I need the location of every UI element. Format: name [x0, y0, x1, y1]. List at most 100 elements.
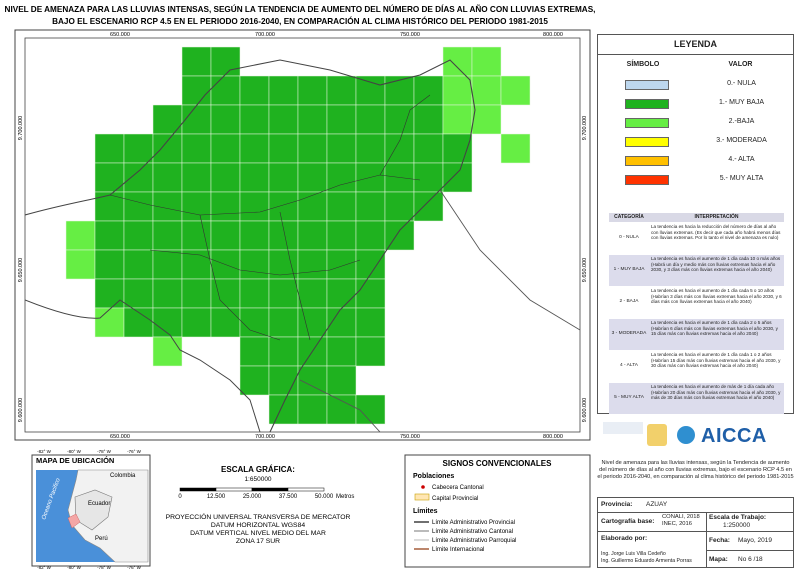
- legend-swatch: [625, 118, 669, 128]
- grid-cell: [123, 133, 154, 164]
- grid-cell: [123, 220, 154, 251]
- scale-segment: [215, 487, 253, 492]
- table-header: CATEGORÍA: [614, 214, 644, 220]
- legend-swatch: [625, 99, 669, 109]
- category-cell: 1 - MUY BAJA: [613, 267, 645, 272]
- capital-symbol: [414, 493, 430, 501]
- grid-cell: [181, 46, 212, 77]
- grid-cell: [326, 104, 357, 135]
- y-coordinate: 9.600.000: [18, 398, 24, 422]
- interpretation-cell: La tendencia es hacia la reducción del n…: [651, 224, 781, 241]
- logos: AICCA: [597, 416, 794, 458]
- signs-heading: Poblaciones: [413, 473, 454, 480]
- grid-cell: [152, 162, 183, 193]
- grid-cell: [384, 191, 415, 222]
- scale-tick: 37.500: [279, 494, 298, 500]
- grid-cell: [297, 133, 328, 164]
- grid-cell: [413, 75, 444, 106]
- grid-cell: [355, 220, 386, 251]
- table-row: 5 - MUY ALTA La tendencia es hacia el aum…: [609, 383, 784, 414]
- sign-label: Límite Administrativo Cantonal: [432, 529, 513, 535]
- scale-tick: 12.500: [207, 494, 226, 500]
- location-coordinate: -76° W: [127, 565, 142, 570]
- legend-swatch: [625, 80, 669, 90]
- grid-cell: [500, 75, 531, 106]
- legend-panel: LEYENDA SÍMBOLO VALOR 0.- NULA 1.- MUY BA…: [597, 34, 794, 414]
- info-label: Provincia:: [601, 501, 633, 508]
- grid-cell: [239, 133, 270, 164]
- grid-cell: [210, 104, 241, 135]
- grid-cell: [239, 336, 270, 367]
- grid-cell: [268, 191, 299, 222]
- table-row: 3 - MODERADA La tendencia es hacia el aum…: [609, 319, 784, 350]
- legend-label: 3.- MODERADA: [716, 137, 767, 144]
- legend-header: SÍMBOLO: [626, 61, 660, 68]
- info-label: Mapa:: [709, 556, 728, 563]
- legend-label: 2.-BAJA: [728, 118, 755, 125]
- grid-cell: [210, 46, 241, 77]
- y-coordinate: 9.650.000: [582, 258, 588, 282]
- info-value: Ing. Guillermo Eduardo Armenta Porras: [601, 558, 692, 564]
- legend-swatch: [625, 137, 669, 147]
- title-line: BAJO EL ESCENARIO RCP 4.5 EN EL PERIODO …: [52, 15, 548, 26]
- info-label: Elaborado por:: [601, 535, 648, 542]
- grid-cell: [268, 278, 299, 309]
- grid-cell: [297, 104, 328, 135]
- scale-unit: Metros: [336, 494, 354, 500]
- grid-cell: [94, 307, 125, 338]
- location-coordinate: -78° W: [97, 565, 112, 570]
- grid-cell: [268, 336, 299, 367]
- legend-header: VALOR: [728, 61, 753, 68]
- grid-cell: [384, 133, 415, 164]
- category-cell: 2 - BAJA: [619, 299, 639, 304]
- legend-swatch: [625, 156, 669, 166]
- grid-cell: [384, 75, 415, 106]
- grid-cell: [326, 365, 357, 396]
- country-label: Perú: [95, 536, 108, 542]
- y-coordinate: 9.700.000: [18, 116, 24, 140]
- grid-cell: [326, 220, 357, 251]
- location-coordinate: -78° W: [97, 449, 112, 454]
- grid-cell: [123, 191, 154, 222]
- grid-cell: [268, 104, 299, 135]
- grid-cell: [181, 278, 212, 309]
- signs-heading: Límites: [413, 508, 438, 515]
- grid-cell: [94, 133, 125, 164]
- grid-cell: [123, 162, 154, 193]
- category-cell: 4 - ALTA: [620, 363, 638, 368]
- location-coordinate: -80° W: [67, 565, 82, 570]
- sign-label: Capital Provincial: [432, 496, 478, 502]
- grid-cell: [268, 394, 299, 425]
- grid-cell: [326, 133, 357, 164]
- projection-line: DATUM HORIZONTAL WGS84: [211, 522, 305, 529]
- grid-cell: [268, 133, 299, 164]
- table-row: 2 - BAJA La tendencia es hacia el aumento…: [609, 287, 784, 318]
- grid-cell: [239, 104, 270, 135]
- map-coordinates: 650.000 650.000 700.000 700.000 750.000 750.0…: [18, 32, 588, 440]
- grid-cell: [268, 220, 299, 251]
- grid-cell: [239, 191, 270, 222]
- x-coordinate: 700.000: [255, 434, 275, 440]
- info-value: INEC, 2016: [662, 521, 692, 527]
- grid-cell: [239, 162, 270, 193]
- grid-cell: [210, 191, 241, 222]
- x-coordinate: 750.000: [400, 32, 420, 38]
- separator: [598, 512, 793, 513]
- logo-placeholder: [603, 422, 643, 434]
- grid-cell: [355, 336, 386, 367]
- interpretation-cell: La tendencia es hacia el aumento de más …: [651, 384, 781, 401]
- grid-cell: [210, 133, 241, 164]
- table-row: 1 - MUY BAJA La tendencia es hacia el aum…: [609, 255, 784, 286]
- legend-swatch: [625, 175, 669, 185]
- grid-cell: [355, 394, 386, 425]
- x-coordinate: 800.000: [543, 32, 563, 38]
- description: Nivel de amenaza para las lluvias intens…: [597, 460, 794, 480]
- grid-cell: [65, 220, 96, 251]
- grid-cell: [297, 75, 328, 106]
- legend-label: 5.- MUY ALTA: [719, 175, 764, 182]
- grid-cell: [413, 191, 444, 222]
- title-line: NIVEL DE AMENAZA PARA LAS LLUVIAS INTENS…: [5, 3, 596, 14]
- grid-cell: [442, 75, 473, 106]
- signs-title: SIGNOS CONVENCIONALES: [443, 459, 553, 468]
